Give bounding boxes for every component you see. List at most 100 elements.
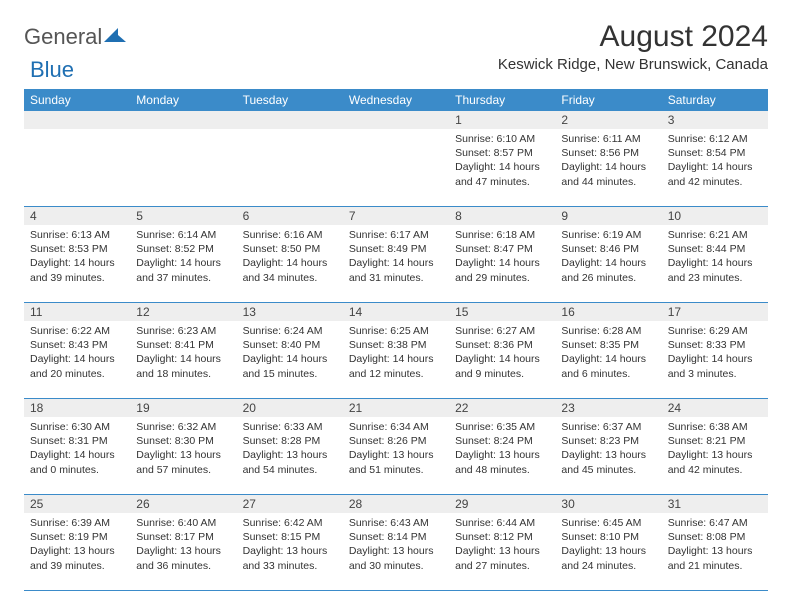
logo-word-general: General (24, 24, 102, 50)
sunrise-line: Sunrise: 6:45 AM (561, 516, 655, 530)
daylight-line: Daylight: 14 hours and 44 minutes. (561, 160, 655, 188)
daylight-line: Daylight: 14 hours and 15 minutes. (243, 352, 337, 380)
day-body-row: Sunrise: 6:22 AMSunset: 8:43 PMDaylight:… (24, 321, 768, 399)
daylight-line: Daylight: 13 hours and 24 minutes. (561, 544, 655, 572)
day-number: 10 (662, 207, 768, 226)
month-title: August 2024 (498, 20, 768, 54)
day-number: 17 (662, 303, 768, 322)
day-number: 27 (237, 495, 343, 514)
sunrise-line: Sunrise: 6:34 AM (349, 420, 443, 434)
day-header: Saturday (662, 89, 768, 111)
sunrise-line: Sunrise: 6:11 AM (561, 132, 655, 146)
day-number: 7 (343, 207, 449, 226)
day-header-row: Sunday Monday Tuesday Wednesday Thursday… (24, 89, 768, 111)
day-number (237, 111, 343, 129)
daylight-line: Daylight: 14 hours and 29 minutes. (455, 256, 549, 284)
sunrise-line: Sunrise: 6:44 AM (455, 516, 549, 530)
location: Keswick Ridge, New Brunswick, Canada (498, 56, 768, 73)
sunset-line: Sunset: 8:53 PM (30, 242, 124, 256)
sunrise-line: Sunrise: 6:23 AM (136, 324, 230, 338)
day-header: Monday (130, 89, 236, 111)
day-cell: Sunrise: 6:11 AMSunset: 8:56 PMDaylight:… (555, 129, 661, 207)
sunset-line: Sunset: 8:43 PM (30, 338, 124, 352)
sunset-line: Sunset: 8:23 PM (561, 434, 655, 448)
day-number: 1 (449, 111, 555, 129)
sunset-line: Sunset: 8:15 PM (243, 530, 337, 544)
sunrise-line: Sunrise: 6:40 AM (136, 516, 230, 530)
day-cell: Sunrise: 6:25 AMSunset: 8:38 PMDaylight:… (343, 321, 449, 399)
sunrise-line: Sunrise: 6:43 AM (349, 516, 443, 530)
sunrise-line: Sunrise: 6:47 AM (668, 516, 762, 530)
day-number: 12 (130, 303, 236, 322)
day-cell (343, 129, 449, 207)
sunset-line: Sunset: 8:24 PM (455, 434, 549, 448)
daylight-line: Daylight: 14 hours and 6 minutes. (561, 352, 655, 380)
day-number: 18 (24, 399, 130, 418)
sunrise-line: Sunrise: 6:16 AM (243, 228, 337, 242)
daylight-line: Daylight: 14 hours and 20 minutes. (30, 352, 124, 380)
daylight-line: Daylight: 14 hours and 0 minutes. (30, 448, 124, 476)
sunrise-line: Sunrise: 6:28 AM (561, 324, 655, 338)
sunset-line: Sunset: 8:30 PM (136, 434, 230, 448)
day-number: 20 (237, 399, 343, 418)
day-cell: Sunrise: 6:33 AMSunset: 8:28 PMDaylight:… (237, 417, 343, 495)
sunrise-line: Sunrise: 6:25 AM (349, 324, 443, 338)
daylight-line: Daylight: 14 hours and 3 minutes. (668, 352, 762, 380)
day-header: Tuesday (237, 89, 343, 111)
day-number: 24 (662, 399, 768, 418)
day-cell: Sunrise: 6:30 AMSunset: 8:31 PMDaylight:… (24, 417, 130, 495)
daylight-line: Daylight: 13 hours and 54 minutes. (243, 448, 337, 476)
day-cell (130, 129, 236, 207)
logo-triangle-icon (104, 26, 126, 49)
daylight-line: Daylight: 14 hours and 34 minutes. (243, 256, 337, 284)
day-body-row: Sunrise: 6:30 AMSunset: 8:31 PMDaylight:… (24, 417, 768, 495)
sunset-line: Sunset: 8:40 PM (243, 338, 337, 352)
day-cell: Sunrise: 6:45 AMSunset: 8:10 PMDaylight:… (555, 513, 661, 591)
sunset-line: Sunset: 8:14 PM (349, 530, 443, 544)
day-cell: Sunrise: 6:32 AMSunset: 8:30 PMDaylight:… (130, 417, 236, 495)
day-cell: Sunrise: 6:12 AMSunset: 8:54 PMDaylight:… (662, 129, 768, 207)
day-header: Friday (555, 89, 661, 111)
sunrise-line: Sunrise: 6:39 AM (30, 516, 124, 530)
day-number: 6 (237, 207, 343, 226)
sunset-line: Sunset: 8:19 PM (30, 530, 124, 544)
day-cell: Sunrise: 6:34 AMSunset: 8:26 PMDaylight:… (343, 417, 449, 495)
sunset-line: Sunset: 8:17 PM (136, 530, 230, 544)
day-cell (237, 129, 343, 207)
logo: General (24, 20, 128, 50)
sunrise-line: Sunrise: 6:30 AM (30, 420, 124, 434)
day-number: 31 (662, 495, 768, 514)
day-number: 13 (237, 303, 343, 322)
sunset-line: Sunset: 8:47 PM (455, 242, 549, 256)
day-cell: Sunrise: 6:35 AMSunset: 8:24 PMDaylight:… (449, 417, 555, 495)
day-cell (24, 129, 130, 207)
day-number: 21 (343, 399, 449, 418)
sunrise-line: Sunrise: 6:14 AM (136, 228, 230, 242)
sunset-line: Sunset: 8:46 PM (561, 242, 655, 256)
daylight-line: Daylight: 13 hours and 36 minutes. (136, 544, 230, 572)
day-cell: Sunrise: 6:14 AMSunset: 8:52 PMDaylight:… (130, 225, 236, 303)
day-cell: Sunrise: 6:44 AMSunset: 8:12 PMDaylight:… (449, 513, 555, 591)
sunrise-line: Sunrise: 6:35 AM (455, 420, 549, 434)
title-block: August 2024 Keswick Ridge, New Brunswick… (498, 20, 768, 73)
calendar-table: Sunday Monday Tuesday Wednesday Thursday… (24, 89, 768, 591)
sunrise-line: Sunrise: 6:21 AM (668, 228, 762, 242)
sunset-line: Sunset: 8:33 PM (668, 338, 762, 352)
day-number: 15 (449, 303, 555, 322)
day-cell: Sunrise: 6:16 AMSunset: 8:50 PMDaylight:… (237, 225, 343, 303)
day-cell: Sunrise: 6:38 AMSunset: 8:21 PMDaylight:… (662, 417, 768, 495)
daylight-line: Daylight: 14 hours and 26 minutes. (561, 256, 655, 284)
sunrise-line: Sunrise: 6:33 AM (243, 420, 337, 434)
daylight-line: Daylight: 14 hours and 12 minutes. (349, 352, 443, 380)
sunrise-line: Sunrise: 6:19 AM (561, 228, 655, 242)
sunrise-line: Sunrise: 6:18 AM (455, 228, 549, 242)
day-cell: Sunrise: 6:42 AMSunset: 8:15 PMDaylight:… (237, 513, 343, 591)
day-number: 26 (130, 495, 236, 514)
sunset-line: Sunset: 8:57 PM (455, 146, 549, 160)
sunset-line: Sunset: 8:12 PM (455, 530, 549, 544)
logo-word-blue: Blue (30, 57, 74, 83)
day-number-row: 25262728293031 (24, 495, 768, 514)
sunset-line: Sunset: 8:50 PM (243, 242, 337, 256)
day-number: 23 (555, 399, 661, 418)
day-header: Wednesday (343, 89, 449, 111)
